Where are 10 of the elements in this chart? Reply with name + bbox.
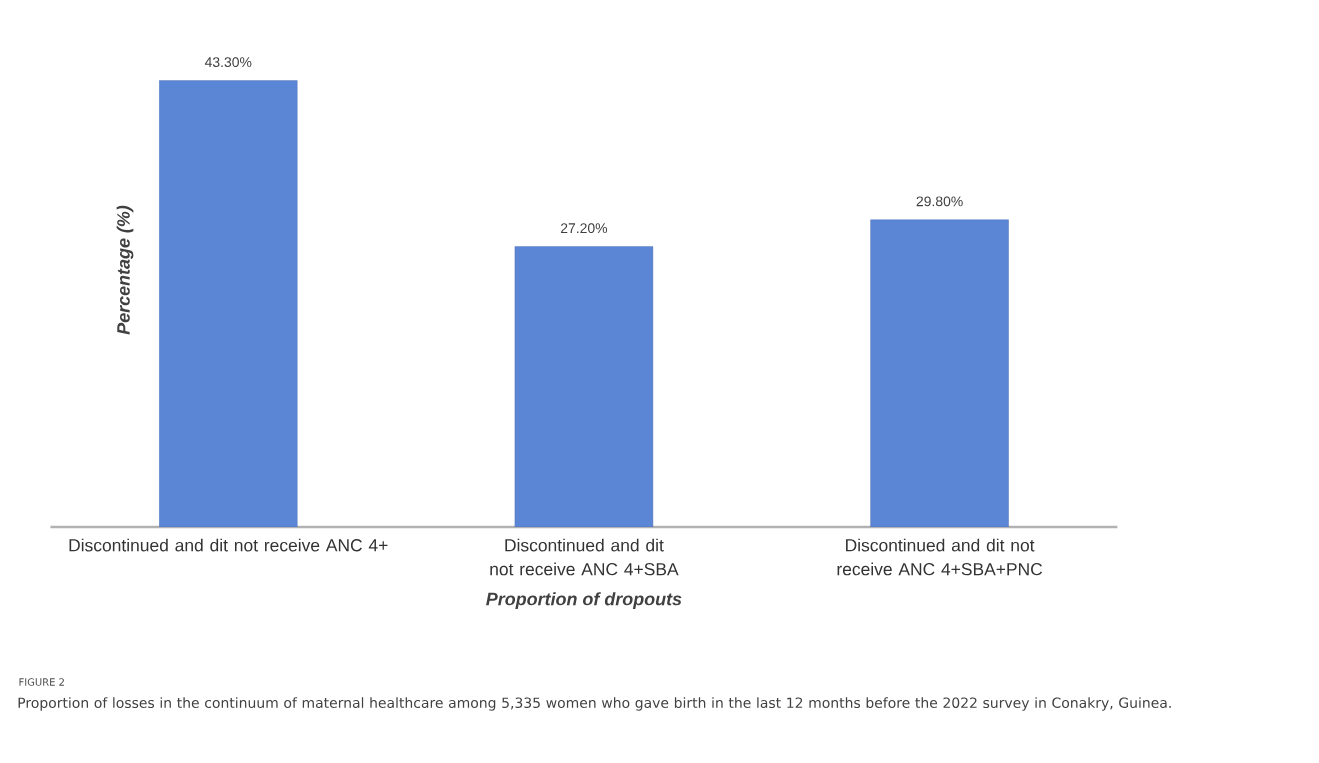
x-tick-label: Discontinued and dit not receive ANC 4+: [69, 538, 388, 552]
caption: FIGURE 2: [19, 678, 64, 686]
x-tick-label: Discontinued and dit not receive ANC 4+SBA+PNC: [837, 538, 1043, 576]
data-label: 27.20%: [560, 223, 608, 234]
y-axis-title: Percentage (%): [116, 205, 134, 335]
data-label: 29.80%: [916, 196, 963, 207]
text: Proportion of losses in the continuum of maternal healthcare among 5,335 women who gave birth in the last 12 months before the 2022 survey in Conakry, Guinea.: [18, 697, 1171, 711]
x-tick-label: Discontinued and dit not receive ANC 4+SBA: [490, 538, 679, 576]
data-label: 43.30%: [204, 57, 252, 68]
x-axis-title: Proportion of dropouts: [486, 592, 682, 609]
